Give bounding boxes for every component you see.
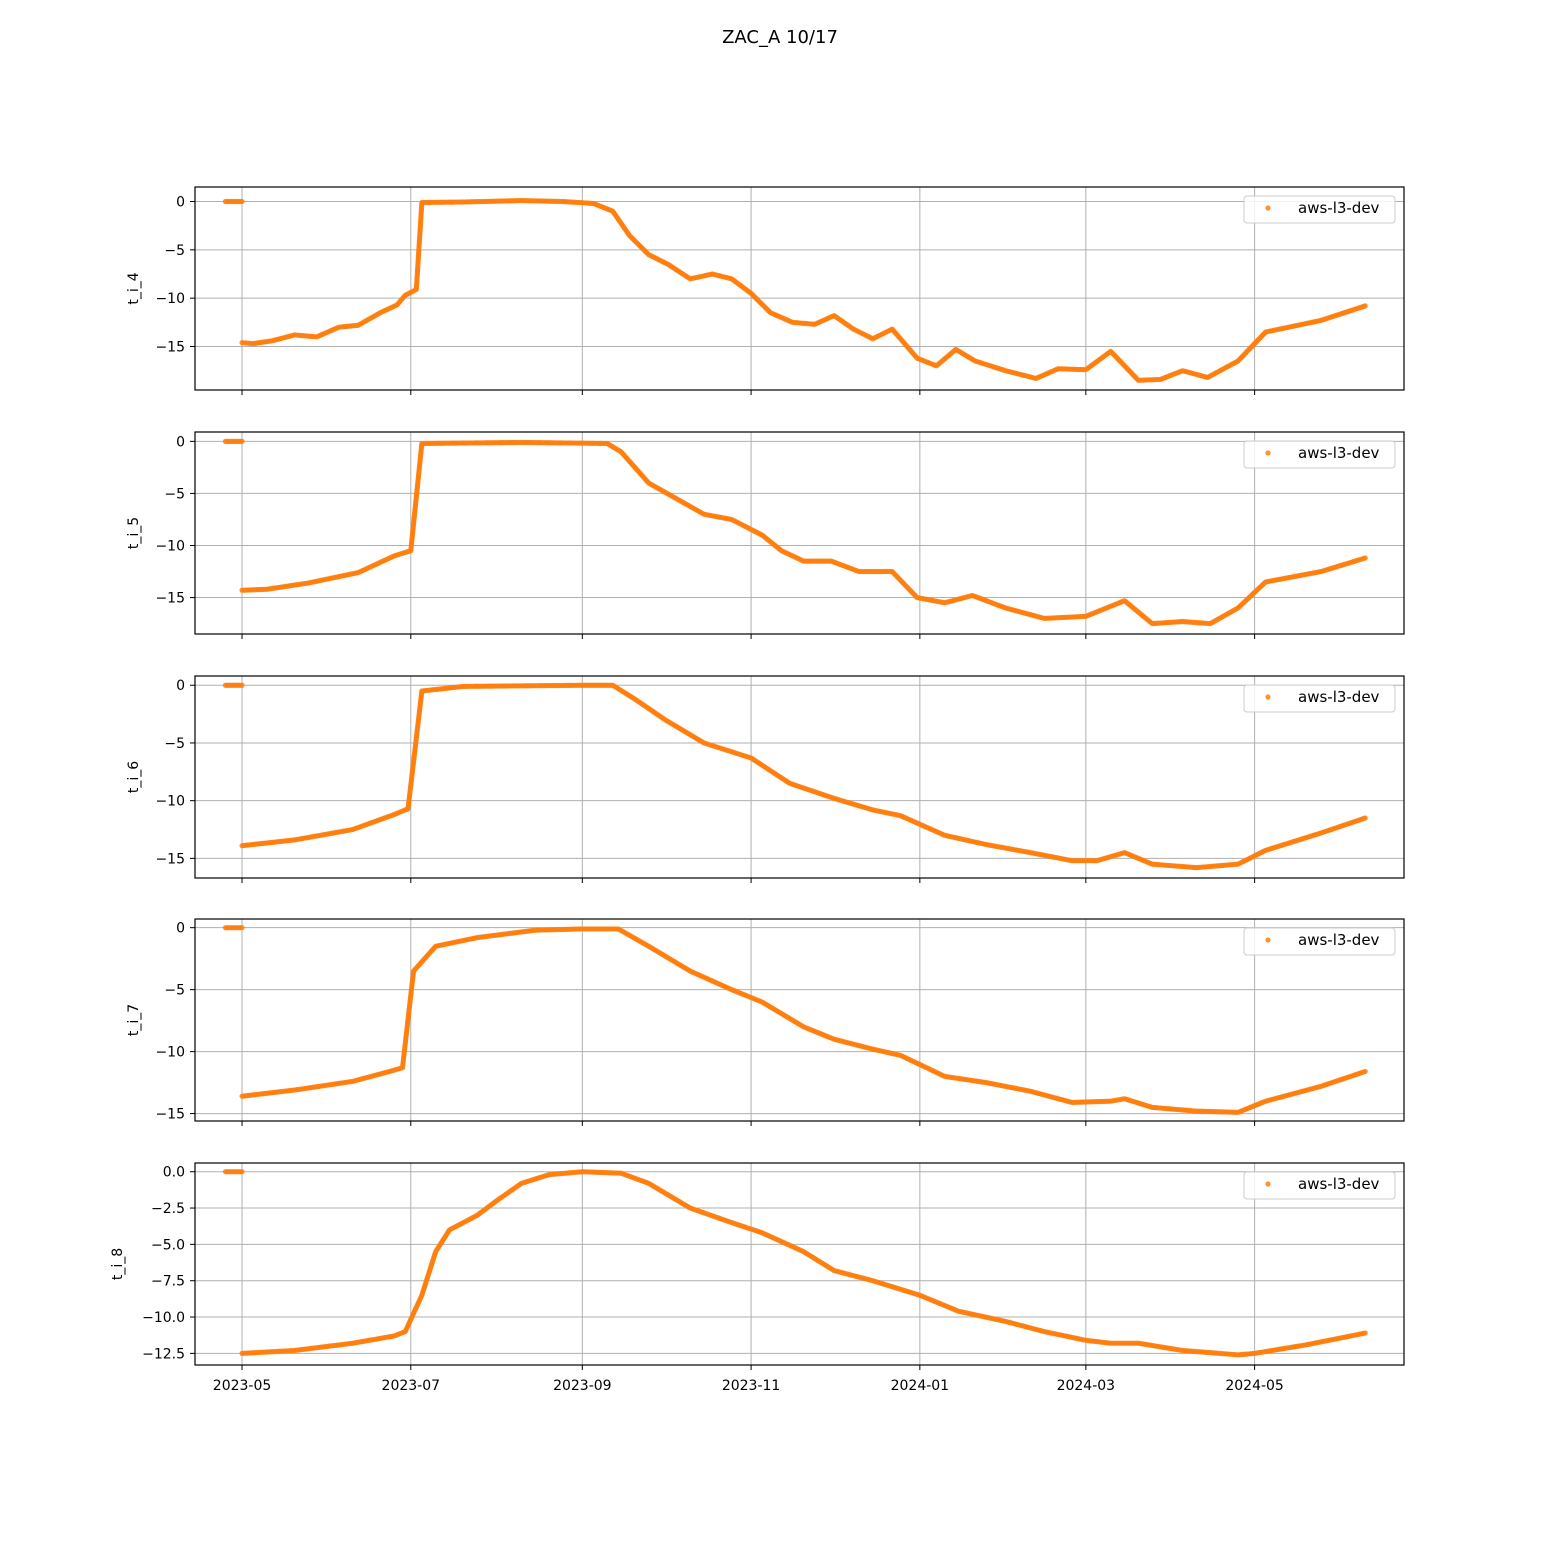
data-point [1362, 815, 1368, 821]
y-tick-label: −15 [155, 591, 185, 607]
legend-box [1243, 684, 1396, 713]
y-tick-label: −5 [164, 486, 185, 502]
legend-label: aws-l3-dev [1298, 931, 1380, 949]
legend-box [1243, 195, 1396, 224]
y-tick-label: −10 [155, 291, 185, 307]
y-tick-label: −15 [155, 851, 185, 867]
data-point [239, 682, 245, 688]
axes-frame [194, 186, 1405, 391]
y-axis-label: t_i_7 [126, 1004, 142, 1036]
y-tick-label: 0 [176, 195, 185, 211]
legend: aws-l3-dev [1243, 684, 1396, 713]
y-tick-label: 0.0 [163, 1165, 185, 1181]
series-aws-l3-dev [222, 438, 1368, 627]
x-tick-label: 2023-09 [553, 1378, 612, 1394]
y-axis-label: t_i_8 [110, 1248, 126, 1280]
legend-marker [1265, 937, 1271, 943]
axes-frame [194, 918, 1405, 1122]
y-tick-label: −10 [155, 794, 185, 810]
legend-label: aws-l3-dev [1298, 444, 1380, 462]
data-point [1362, 1330, 1368, 1336]
legend-label: aws-l3-dev [1298, 199, 1380, 217]
y-tick-label: −5 [164, 983, 185, 999]
series-aws-l3-dev [222, 925, 1368, 1115]
y-axis-label: t_i_4 [126, 272, 142, 304]
subplot-t-i-7: 0 −5 −10 −15 t_i_7 aws-l3-dev [126, 918, 1405, 1126]
data-point [239, 198, 245, 205]
legend-marker [1265, 694, 1271, 700]
axes-frame [194, 1162, 1405, 1366]
y-tick-label: 0 [176, 434, 185, 450]
legend-marker [1265, 1181, 1271, 1187]
data-point [239, 925, 245, 931]
legend-marker [1265, 450, 1271, 456]
x-tick-label: 2024-05 [1225, 1378, 1284, 1394]
y-tick-label: −10 [155, 538, 185, 554]
x-tick-label: 2024-03 [1057, 1378, 1116, 1394]
x-tick-label: 2024-01 [891, 1378, 950, 1394]
y-tick-label: −10 [155, 1045, 185, 1061]
x-tick-label: 2023-07 [382, 1378, 441, 1394]
data-point [1362, 1068, 1368, 1075]
subplot-t-i-5: 0 −5 −10 −15 t_i_5 aws-l3-dev [126, 431, 1405, 639]
legend: aws-l3-dev [1243, 440, 1396, 469]
y-tick-label: −15 [155, 340, 185, 356]
y-tick-label: 0 [176, 678, 185, 694]
subplot-t-i-4: 0 −5 −10 −15 t_i_4 aws-l3-dev [126, 186, 1405, 395]
data-point [1362, 303, 1368, 309]
data-point [239, 1169, 245, 1175]
series-aws-l3-dev [222, 197, 1368, 383]
y-tick-label: −5 [164, 243, 185, 259]
legend-label: aws-l3-dev [1298, 688, 1380, 706]
y-axis-label: t_i_5 [126, 517, 142, 549]
x-tick-label: 2023-05 [213, 1378, 272, 1394]
y-tick-label: −5 [164, 736, 185, 752]
y-tick-label: −5.0 [151, 1237, 185, 1253]
y-tick-label: −7.5 [151, 1274, 185, 1290]
legend: aws-l3-dev [1243, 1171, 1396, 1200]
y-tick-label: −10.0 [142, 1310, 185, 1326]
data-point [239, 438, 245, 444]
axes-frame [194, 675, 1405, 879]
subplot-t-i-6: 0 −5 −10 −15 t_i_6 aws-l3-dev [126, 675, 1405, 883]
legend-box [1243, 927, 1396, 956]
axes-frame [194, 431, 1405, 635]
y-tick-label: −15 [155, 1107, 185, 1123]
figure-title: ZAC_A 10/17 [722, 27, 838, 48]
series-aws-l3-dev [222, 1169, 1368, 1358]
legend-label: aws-l3-dev [1298, 1175, 1380, 1193]
subplot-t-i-8: 0.0 −2.5 −5.0 −7.5 −10.0 −12.5 t_i_8 aws-l3-dev [110, 1162, 1405, 1370]
data-point [1362, 555, 1368, 561]
legend: aws-l3-dev [1243, 195, 1396, 224]
x-tick-label: 2023-11 [722, 1378, 781, 1394]
series-aws-l3-dev [222, 682, 1368, 871]
legend-marker [1265, 205, 1271, 211]
y-axis-label: t_i_6 [126, 761, 142, 793]
legend-box [1243, 440, 1396, 469]
y-tick-label: −2.5 [151, 1201, 185, 1217]
legend-box [1243, 1171, 1396, 1200]
y-tick-label: 0 [176, 921, 185, 937]
legend: aws-l3-dev [1243, 927, 1396, 956]
y-tick-label: −12.5 [142, 1346, 185, 1362]
